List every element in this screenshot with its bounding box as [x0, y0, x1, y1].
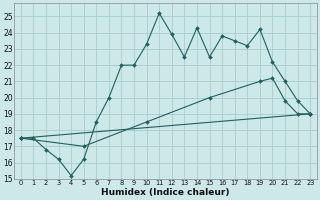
X-axis label: Humidex (Indice chaleur): Humidex (Indice chaleur): [101, 188, 230, 197]
